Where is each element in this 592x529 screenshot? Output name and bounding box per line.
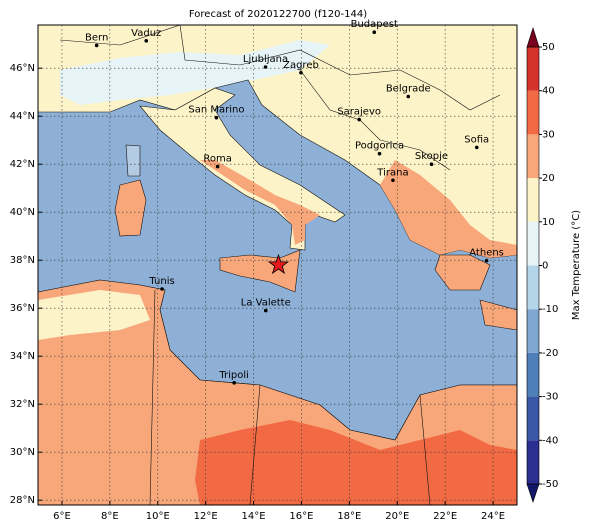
- y-tick-label: 32°N: [10, 399, 35, 410]
- city-label: Podgorica: [355, 141, 404, 152]
- colorbar-tick-label: -20: [542, 348, 558, 359]
- city-label: Tunis: [148, 276, 174, 287]
- y-tick-label: 46°N: [10, 63, 35, 74]
- y-tick-label: 28°N: [10, 495, 35, 506]
- borders: [59, 25, 501, 505]
- balkans-warm: [380, 160, 517, 258]
- city-label: Sarajevo: [337, 107, 381, 118]
- corsica: [125, 144, 141, 177]
- city: [263, 308, 268, 313]
- y-tick-label: 30°N: [10, 447, 35, 458]
- hot-region: [195, 420, 517, 505]
- map-frame: [37, 24, 518, 506]
- x-tick-label: 24°E: [481, 511, 505, 522]
- city: [299, 70, 303, 75]
- city-label: Ljubljana: [243, 54, 288, 65]
- x-tick-label: 22°E: [433, 511, 457, 522]
- y-tick-label: 36°N: [10, 303, 35, 314]
- city-label: Sofia: [464, 134, 489, 145]
- x-tick-label: 8°E: [101, 511, 119, 522]
- city: [357, 117, 361, 122]
- colorbar-band: [527, 265, 539, 310]
- city-label: Roma: [203, 154, 232, 165]
- city: [429, 162, 434, 166]
- city-label: Bern: [85, 32, 108, 43]
- city-label: Tirana: [376, 167, 408, 178]
- x-tick-label: 6°E: [53, 511, 71, 522]
- city: [214, 115, 219, 120]
- y-tick-label: 38°N: [10, 255, 35, 266]
- y-tick-label: 40°N: [10, 207, 35, 218]
- city: [391, 178, 395, 183]
- x-tick-label: 10°E: [146, 511, 170, 522]
- colorbar-band: [527, 47, 539, 91]
- colorbar-over: [526, 27, 540, 48]
- city-label: Tripoli: [218, 370, 249, 381]
- city: [232, 381, 236, 385]
- colorbar-band: [527, 221, 539, 266]
- title: Forecast of 2020122700 (f120-144): [189, 9, 367, 20]
- city: [484, 258, 489, 263]
- colorbar-tick-label: 0: [542, 261, 548, 272]
- city: [144, 39, 149, 43]
- y-tick-label: 34°N: [10, 351, 35, 362]
- city: [263, 65, 268, 69]
- city-label: La Valette: [241, 298, 291, 309]
- city-label: Athens: [469, 248, 504, 259]
- city: [160, 287, 164, 291]
- colorbar-label: Max Temperature (°C): [571, 210, 582, 320]
- colorbar-band: [527, 309, 539, 353]
- city-label: Budapest: [351, 19, 398, 30]
- colorbar-tick-label: 10: [542, 217, 555, 228]
- colorbar-band: [527, 352, 539, 397]
- x-tick-label: 20°E: [385, 511, 409, 522]
- colorbar-band: [527, 440, 539, 484]
- colorbar-tick-label: 50: [542, 42, 555, 53]
- colorbar-tick-label: -30: [542, 392, 558, 403]
- city: [94, 43, 99, 48]
- colorbar-under: [526, 483, 540, 503]
- city-label: Belgrade: [386, 84, 431, 95]
- city-label: Vaduz: [131, 28, 161, 39]
- city: [372, 30, 377, 34]
- colorbar-tick-label: 20: [542, 173, 555, 184]
- greece: [434, 254, 517, 331]
- city-label: Zagreb: [283, 60, 319, 71]
- colorbar-band: [527, 178, 539, 222]
- x-tick-label: 14°E: [242, 511, 266, 522]
- cool-coast: [38, 290, 150, 340]
- event-marker: [267, 253, 290, 275]
- city: [474, 145, 479, 150]
- y-tick-label: 44°N: [10, 111, 35, 122]
- colorbar-tick-label: 40: [542, 86, 555, 97]
- colorbar-band: [527, 134, 539, 179]
- city-label: San Marino: [188, 105, 244, 116]
- city: [406, 94, 411, 99]
- colorbar-band: [527, 90, 539, 135]
- colorbar-band: [527, 396, 539, 441]
- city: [215, 164, 220, 169]
- city-label: Skopje: [415, 151, 448, 162]
- cold-region: [60, 40, 330, 105]
- x-tick-label: 16°E: [289, 511, 313, 522]
- colorbar-tick-label: 30: [542, 129, 555, 140]
- x-tick-label: 18°E: [337, 511, 361, 522]
- city: [377, 151, 382, 156]
- x-tick-label: 12°E: [194, 511, 218, 522]
- colorbar-tick-label: -50: [542, 479, 558, 490]
- sardinia: [114, 179, 147, 237]
- colorbar-tick-label: -40: [542, 435, 558, 446]
- y-tick-label: 42°N: [10, 159, 35, 170]
- colorbar-tick-label: -10: [542, 304, 558, 315]
